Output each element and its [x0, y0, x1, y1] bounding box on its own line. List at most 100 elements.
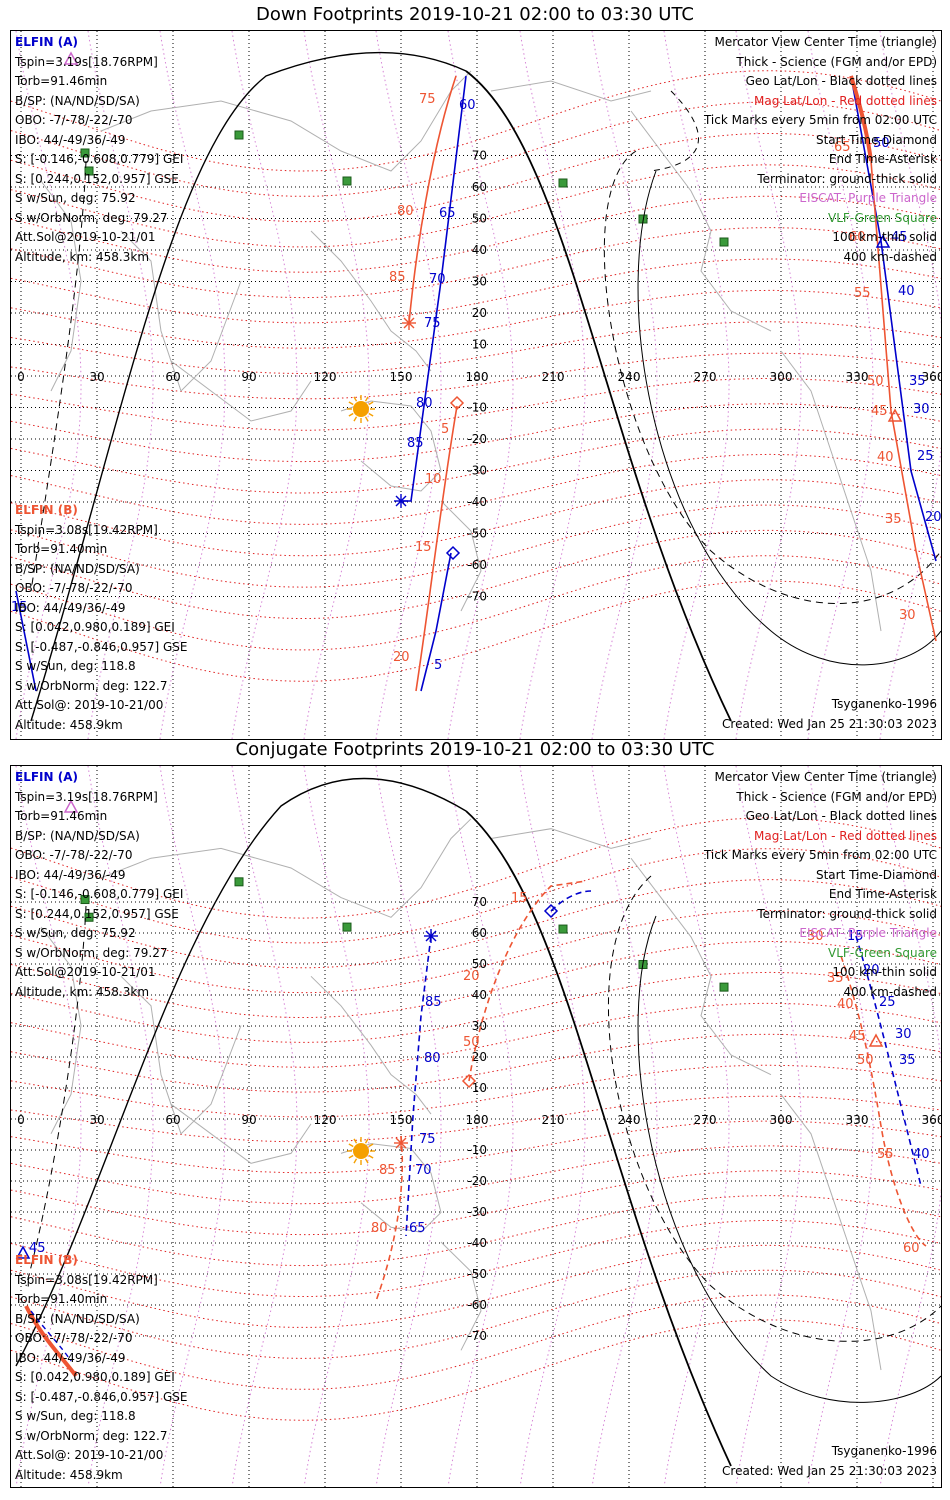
- lon-label: 360: [922, 370, 941, 384]
- lat-label: 60: [472, 926, 487, 940]
- mag-latitude-line: [11, 321, 941, 374]
- eiscat-triangle: [63, 51, 79, 65]
- coastline: [40, 180, 82, 392]
- sat-b-name: ELFIN (B): [15, 503, 78, 517]
- mag-longitude-line: [15, 31, 82, 739]
- lat-label: -40: [467, 495, 487, 509]
- tick-label-a: 60: [459, 98, 476, 113]
- start-diamond-b: [461, 1073, 477, 1089]
- footer-conjugate: Tsyganenko-1996 Created: Wed Jan 25 21:3…: [722, 1442, 937, 1481]
- coastline: [100, 70, 472, 172]
- lat-label: -70: [467, 1329, 487, 1343]
- lon-label: 0: [17, 1113, 25, 1127]
- elfin-a-conjugate-track: [550, 890, 592, 912]
- mag-longitude-line: [231, 766, 298, 1487]
- mag-longitude-line: [87, 766, 154, 1487]
- sat-b-line: Tspin=3.08s[19.42RPM]: [15, 1272, 158, 1287]
- elfin-b-track: [870, 160, 937, 642]
- sat-a-line: Att.Sol@2019-10-21/01: [15, 230, 156, 244]
- mag-longitude-line: [735, 31, 802, 739]
- sat-b-line: Altitude: 458.9km: [15, 1467, 123, 1482]
- coastline: [170, 1103, 312, 1164]
- lon-label: 240: [618, 370, 641, 384]
- mag-latitude-line: [11, 971, 941, 1043]
- sat-b-line: Torb=91.40min: [15, 1292, 108, 1306]
- legend-eiscat: EISCAT- Purple Triangle: [799, 191, 937, 205]
- mag-latitude-line: [11, 1145, 941, 1205]
- mag-longitude-line: [519, 31, 586, 739]
- mag-longitude-line: [231, 31, 298, 739]
- vlf-station-square: [719, 982, 729, 992]
- map-canvas-conjugate: 0 30 60 90 120 150 180 210 240 270 300 330 360 70 60 50…: [11, 766, 941, 1487]
- mag-longitude-line: [807, 31, 874, 739]
- tick-label-b: 35: [827, 971, 844, 986]
- lat-label: -20: [467, 432, 487, 446]
- coastline: [630, 110, 772, 332]
- end-asterisk-a: [424, 929, 438, 943]
- elfin-a-track: [15, 590, 37, 692]
- lat-label: 50: [472, 212, 487, 226]
- mag-latitude-line: [11, 1244, 941, 1328]
- sat-b-info-conjugate: ELFIN (B) Tspin=3.08s[19.42RPM] Torb=91.…: [15, 1251, 188, 1485]
- mag-latitude-line: [11, 164, 941, 248]
- mag-latitude-line: [11, 428, 941, 494]
- tick-label-a: 80: [424, 1051, 441, 1066]
- sat-a-line: S w/Sun, deg: 75.92: [15, 191, 136, 205]
- sat-b-line: S: [-0.487,-0.846,0.957] GSE: [15, 1389, 188, 1404]
- tick-label-b: 60: [849, 230, 866, 245]
- lon-label: 270: [694, 370, 717, 384]
- tick-label-a: 20: [925, 510, 941, 525]
- elfin-a-track: [420, 552, 452, 692]
- coastline: [440, 500, 482, 612]
- sat-a-line: IBO: 44/-49/36/-49: [15, 867, 126, 882]
- coastline: [440, 1241, 482, 1351]
- mag-latitude-line: [11, 453, 941, 525]
- mag-longitude-line: [591, 766, 658, 1487]
- mag-longitude-line: [663, 766, 730, 1487]
- tick-label-a: 25: [879, 995, 896, 1010]
- lat-label: 30: [472, 275, 487, 289]
- vlf-station-square: [342, 176, 352, 186]
- tick-label-a: 75: [424, 316, 441, 331]
- legend-mag: Mag Lat/Lon - Red dotted lines: [753, 93, 937, 108]
- mag-latitude-line: [11, 258, 941, 324]
- sun-icon: [347, 395, 375, 423]
- sat-a-line: Altitude, km: 458.3km: [15, 249, 150, 264]
- sun-icon: [347, 1137, 375, 1165]
- vlf-station-square: [342, 922, 352, 932]
- mag-latitude-line: [11, 70, 941, 172]
- legend-vlf: VLF-Green Square: [828, 210, 937, 225]
- sat-a-line: S: [-0.146,-0.608,0.779] GEI: [15, 152, 184, 166]
- coastline: [120, 975, 242, 1135]
- tick-label-b: 20: [463, 969, 480, 984]
- model-label: Tsyganenko-1996: [831, 1444, 937, 1458]
- tick-label-b: 55: [854, 286, 871, 301]
- mag-latitude-line: [11, 479, 941, 557]
- terminator-100km-line: [637, 915, 941, 1403]
- coastline: [630, 857, 772, 1076]
- tick-label-a: 5: [434, 658, 442, 673]
- sat-b-line: Att.Sol@: 2019-10-21/00: [15, 698, 164, 712]
- legend-science: Thick - Science (FGM and/or EPD): [736, 54, 937, 69]
- sat-a-line: S: [0.244,0.152,0.957] GSE: [15, 906, 179, 921]
- tick-label-b: 55: [877, 1147, 894, 1162]
- mag-latitude-line: [11, 1064, 941, 1118]
- sat-b-line: IBO: 44/-49/36/-49: [15, 1350, 126, 1365]
- sat-b-line: IBO: 44/-49/36/-49: [15, 600, 126, 615]
- tick-label-b: 30: [899, 608, 916, 623]
- mag-latitude-line: [11, 378, 941, 431]
- tick-label-a: 85: [407, 436, 424, 451]
- tick-label-b: 5: [441, 422, 449, 437]
- mag-longitude-line: [663, 31, 730, 739]
- elfin-a-conjugate-track: [30, 1310, 72, 1362]
- sat-a-line: OBO: -7/-78/-22/-70: [15, 848, 133, 862]
- lon-label: 0: [17, 370, 25, 384]
- end-asterisk-a: [394, 494, 408, 508]
- tick-label-b: 65: [834, 140, 851, 155]
- lat-label: -30: [467, 464, 487, 478]
- lat-label: -50: [467, 527, 487, 541]
- mag-latitude-line: [11, 941, 941, 1018]
- lon-label: 210: [542, 370, 565, 384]
- vlf-station-square: [80, 895, 90, 905]
- tick-label-b: 45: [849, 1029, 866, 1044]
